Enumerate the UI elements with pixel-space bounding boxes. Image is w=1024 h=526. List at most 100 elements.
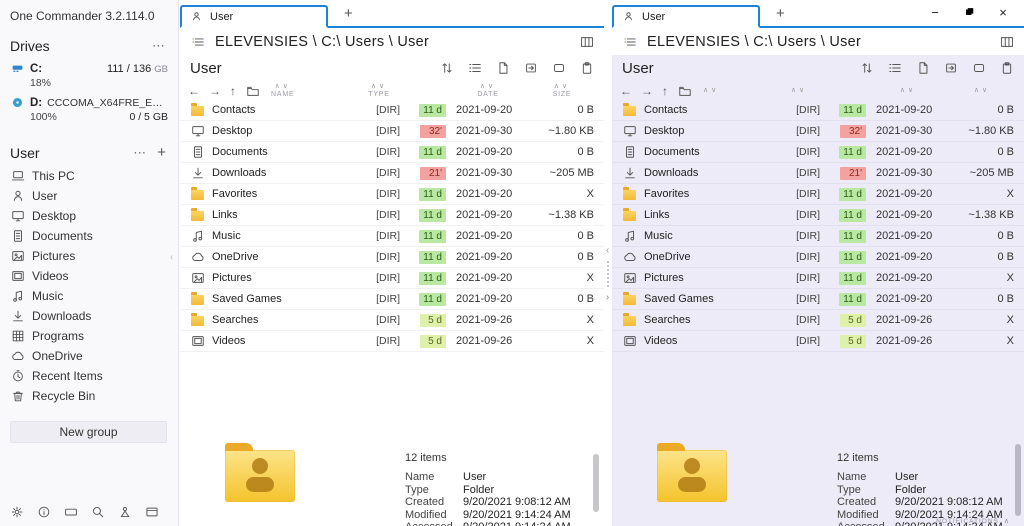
sidebar-item-music[interactable]: Music [0,286,178,306]
file-row-searches[interactable]: Searches [DIR] 5 d 2021-09-26 X [180,310,604,331]
sort-type-control[interactable]: ∧∨ TYPE [368,83,390,98]
clipboard-icon[interactable] [579,61,594,76]
info-icon[interactable] [35,503,53,521]
file-row-contacts[interactable]: Contacts [DIR] 11 d 2021-09-20 0 B [180,100,604,121]
sort-type-control[interactable]: ∧∨ [790,87,808,94]
close-button[interactable]: × [999,5,1007,20]
forward-button[interactable]: → [641,83,653,98]
file-row-videos[interactable]: Videos [DIR] 5 d 2021-09-26 X [180,331,604,352]
file-row-saved-games[interactable]: Saved Games [DIR] 11 d 2021-09-20 0 B [612,289,1024,310]
sidebar-item-pictures[interactable]: Pictures [0,246,178,266]
sidebar-collapse-handle[interactable]: ‹ [170,252,174,263]
tag-icon[interactable] [551,61,566,76]
sort-name-control[interactable]: ∧∨ [703,87,720,94]
pane-splitter[interactable]: ‹ › [603,0,612,526]
drive-letter: C: [30,62,43,75]
file-row-downloads[interactable]: Downloads [DIR] 21' 2021-09-30 ~205 MB [180,163,604,184]
new-file-icon[interactable] [495,61,510,76]
details-scrollbar[interactable] [1015,444,1021,516]
new-tab-button[interactable]: + [344,5,353,22]
search-icon[interactable] [89,503,107,521]
file-row-documents[interactable]: Documents [DIR] 11 d 2021-09-20 0 B [180,142,604,163]
group-menu-button[interactable]: ⋯ [133,144,147,160]
sidebar-item-programs[interactable]: Programs [0,326,178,346]
file-row-desktop[interactable]: Desktop [DIR] 32' 2021-09-30 ~1.80 KB [612,121,1024,142]
notifications-toggle[interactable]: NOTIFICATIONS ∧ [936,517,1010,526]
file-row-favorites[interactable]: Favorites [DIR] 11 d 2021-09-20 X [180,184,604,205]
group-list-icon[interactable] [467,61,482,76]
up-button[interactable]: ↑ [230,83,236,98]
new-file-icon[interactable] [915,61,930,76]
window-layout-icon[interactable] [143,503,161,521]
folder-up-icon[interactable] [245,83,260,98]
breadcrumb[interactable]: ELEVENSIES \ C:\ Users \ User [215,33,430,50]
columns-icon[interactable] [579,34,594,49]
sidebar-item-desktop[interactable]: Desktop [0,206,178,226]
clipboard-icon[interactable] [999,61,1014,76]
back-button[interactable]: ← [620,83,632,98]
file-row-music[interactable]: Music [DIR] 11 d 2021-09-20 0 B [180,226,604,247]
tag-icon[interactable] [971,61,986,76]
settings-icon[interactable] [8,503,26,521]
file-row-documents[interactable]: Documents [DIR] 11 d 2021-09-20 0 B [612,142,1024,163]
menu-icon[interactable] [190,34,205,49]
drive-d[interactable]: D: CCCOMA_X64FRE_EN-U... 100% 0 / 5 GB [0,91,178,125]
sidebar-item-downloads[interactable]: Downloads [0,306,178,326]
back-button[interactable]: ← [188,83,200,98]
file-size: 0 B [997,251,1014,263]
sort-date-control[interactable]: ∧∨ [899,87,917,94]
new-group-button[interactable]: New group [10,421,167,443]
sort-size-control[interactable]: ∧∨ SIZE [552,83,572,98]
file-row-links[interactable]: Links [DIR] 11 d 2021-09-20 ~1.38 KB [612,205,1024,226]
breadcrumb[interactable]: ELEVENSIES \ C:\ Users \ User [647,33,862,50]
file-row-favorites[interactable]: Favorites [DIR] 11 d 2021-09-20 X [612,184,1024,205]
collapse-right-icon[interactable]: › [605,292,610,303]
collapse-left-icon[interactable]: ‹ [605,245,610,256]
tab-user[interactable]: User [180,5,328,28]
file-row-downloads[interactable]: Downloads [DIR] 21' 2021-09-30 ~205 MB [612,163,1024,184]
file-row-videos[interactable]: Videos [DIR] 5 d 2021-09-26 X [612,331,1024,352]
file-row-pictures[interactable]: Pictures [DIR] 11 d 2021-09-20 X [612,268,1024,289]
file-icon-cell [188,124,212,139]
file-row-searches[interactable]: Searches [DIR] 5 d 2021-09-26 X [612,310,1024,331]
file-row-onedrive[interactable]: OneDrive [DIR] 11 d 2021-09-20 0 B [612,247,1024,268]
sort-size-control[interactable]: ∧∨ [973,87,991,94]
columns-icon[interactable] [999,34,1014,49]
sort-icon[interactable] [439,61,454,76]
sidebar-item-onedrive[interactable]: OneDrive [0,346,178,366]
minimize-button[interactable]: − [931,5,939,20]
sort-icon[interactable] [859,61,874,76]
console-icon[interactable] [62,503,80,521]
sidebar-item-documents[interactable]: Documents [0,226,178,246]
sidebar-item-recent-items[interactable]: Recent Items [0,366,178,386]
forward-button[interactable]: → [209,83,221,98]
details-scrollbar[interactable] [593,454,599,512]
restore-button[interactable] [952,5,986,20]
file-row-desktop[interactable]: Desktop [DIR] 32' 2021-09-30 ~1.80 KB [180,121,604,142]
drive-c[interactable]: C: 111 / 136 GB 18% [0,57,178,91]
user-tools-icon[interactable] [116,503,134,521]
sidebar-item-user[interactable]: User [0,186,178,206]
splitter-grip[interactable] [606,261,609,287]
move-into-folder-icon[interactable] [943,61,958,76]
file-row-pictures[interactable]: Pictures [DIR] 11 d 2021-09-20 X [180,268,604,289]
add-group-item-button[interactable]: + [157,144,166,161]
file-row-saved-games[interactable]: Saved Games [DIR] 11 d 2021-09-20 0 B [180,289,604,310]
move-into-folder-icon[interactable] [523,61,538,76]
file-row-music[interactable]: Music [DIR] 11 d 2021-09-20 0 B [612,226,1024,247]
group-list-icon[interactable] [887,61,902,76]
tab-user[interactable]: User [612,5,760,28]
file-row-contacts[interactable]: Contacts [DIR] 11 d 2021-09-20 0 B [612,100,1024,121]
menu-icon[interactable] [622,34,637,49]
sidebar-item-recycle-bin[interactable]: Recycle Bin [0,386,178,406]
sidebar-item-this-pc[interactable]: This PC [0,166,178,186]
sort-name-control[interactable]: ∧∨ NAME [271,83,295,98]
folder-up-icon[interactable] [677,83,692,98]
sort-date-control[interactable]: ∧∨ DATE [477,83,499,98]
sidebar-item-videos[interactable]: Videos [0,266,178,286]
drives-menu-button[interactable]: ⋯ [152,38,165,53]
new-tab-button[interactable]: + [776,5,785,22]
file-row-onedrive[interactable]: OneDrive [DIR] 11 d 2021-09-20 0 B [180,247,604,268]
file-row-links[interactable]: Links [DIR] 11 d 2021-09-20 ~1.38 KB [180,205,604,226]
up-button[interactable]: ↑ [662,83,668,98]
